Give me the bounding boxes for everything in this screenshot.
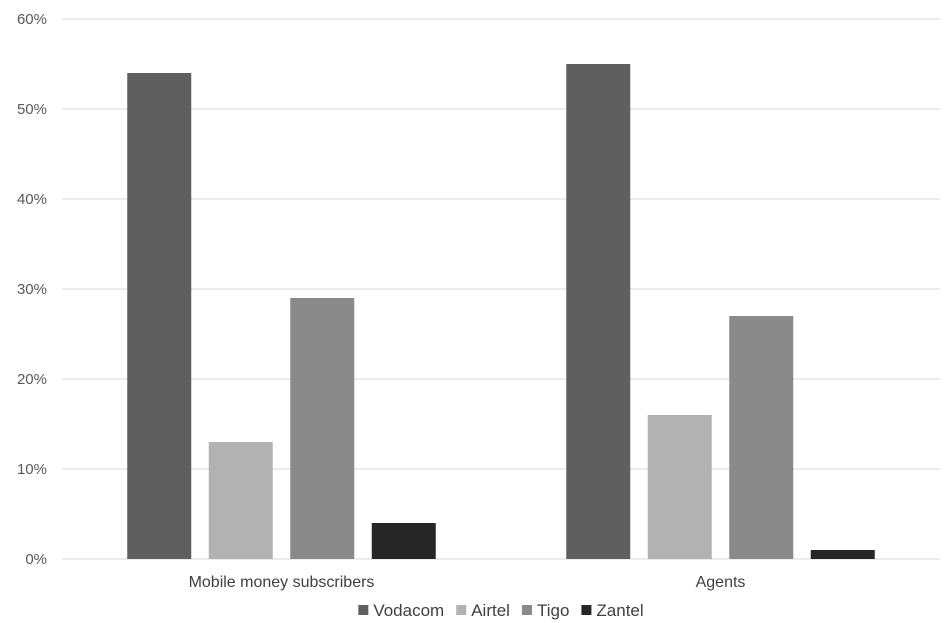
legend: Vodacom Airtel Tigo Zantel <box>358 601 644 620</box>
bar-vodacom-subscribers <box>127 73 192 559</box>
legend-swatch-tigo <box>521 605 532 615</box>
bar-zantel-subscribers <box>371 523 436 559</box>
legend-swatch-zantel <box>581 605 592 615</box>
y-tick-label: 60% <box>17 11 47 28</box>
legend-label-airtel: Airtel <box>471 601 510 620</box>
legend-label-zantel: Zantel <box>596 601 643 620</box>
y-tick-label: 20% <box>17 371 47 388</box>
legend-label-vodacom: Vodacom <box>373 601 444 620</box>
bar-zantel-agents <box>810 550 875 559</box>
x-axis-category-labels: Mobile money subscribers Agents <box>189 574 746 591</box>
x-category-label: Agents <box>696 574 746 591</box>
bars <box>127 64 875 559</box>
bar-airtel-subscribers <box>208 442 273 559</box>
y-tick-label: 30% <box>17 281 47 298</box>
bar-airtel-agents <box>647 415 712 559</box>
bar-vodacom-agents <box>566 64 631 559</box>
y-axis-tick-labels: 0% 10% 20% 30% 40% 50% 60% <box>17 11 47 568</box>
y-tick-label: 10% <box>17 461 47 478</box>
legend-swatch-airtel <box>456 605 467 615</box>
gridlines <box>62 18 940 560</box>
legend-label-tigo: Tigo <box>537 601 569 620</box>
bar-tigo-subscribers <box>290 298 355 559</box>
y-tick-label: 50% <box>17 101 47 118</box>
y-tick-label: 40% <box>17 191 47 208</box>
legend-swatch-vodacom <box>358 605 369 615</box>
y-tick-label: 0% <box>25 551 47 568</box>
x-category-label: Mobile money subscribers <box>189 574 375 591</box>
bar-tigo-agents <box>729 316 794 559</box>
